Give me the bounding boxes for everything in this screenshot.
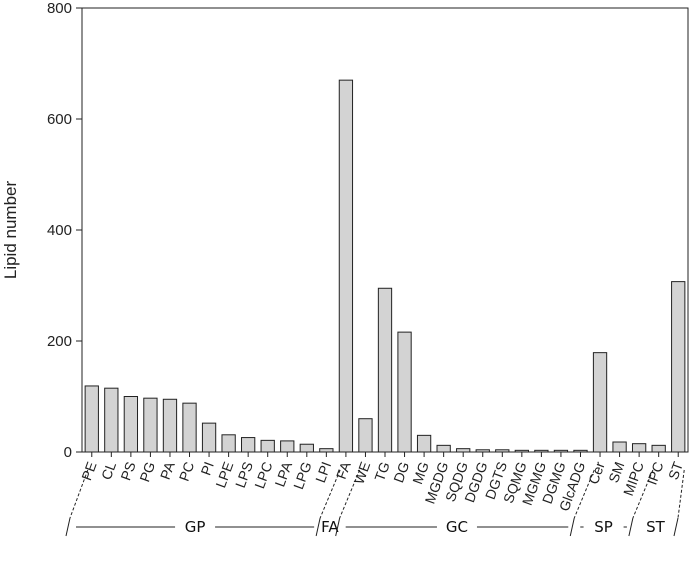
x-label-lpg: LPG (290, 460, 315, 492)
bar-dgts (495, 449, 510, 453)
x-label-lpi: LPI (312, 460, 334, 485)
bar-glcadg (573, 449, 588, 453)
y-axis-ticks: 0 200 400 600 800 (47, 0, 82, 461)
bar-sqmg (514, 449, 529, 453)
bar-tg (377, 287, 393, 453)
bar-mg (416, 434, 432, 453)
bar-mgmg (534, 449, 549, 453)
group-separator-dashed (632, 469, 654, 519)
y-tick-label: 200 (47, 333, 72, 350)
group-separator-dashed (677, 469, 685, 519)
bar-ps (123, 396, 139, 453)
group-separator-solid (628, 517, 634, 537)
y-tick-label: 600 (47, 111, 72, 128)
x-label-pe: PE (78, 460, 99, 483)
bar-st (671, 281, 686, 453)
x-label-pi: PI (197, 460, 217, 478)
group-separator-dashed (339, 469, 361, 519)
x-label-st: ST (665, 459, 686, 482)
group-label-gp: GP (185, 518, 206, 536)
bar-cer (592, 352, 608, 453)
bar-cl (104, 387, 119, 453)
bar-dg (397, 331, 412, 453)
bar-pg (143, 397, 158, 453)
bar-we (358, 418, 373, 453)
bar-ipc (651, 444, 666, 453)
bar-lpe (221, 434, 236, 453)
x-label-cl: CL (98, 459, 119, 481)
x-label-ps: PS (117, 460, 138, 483)
group-label-fa: FA (321, 518, 339, 536)
x-label-dg: DG (390, 460, 412, 485)
y-axis-title: Lipid number (1, 181, 20, 280)
x-label-lpc: LPC (251, 460, 275, 491)
x-label-sm: SM (605, 460, 627, 485)
bars-layer (84, 79, 686, 453)
x-label-we: WE (351, 460, 374, 487)
bar-lpi (319, 448, 334, 453)
x-label-tg: TG (371, 460, 393, 484)
y-tick-label: 800 (47, 0, 72, 17)
bar-pa (162, 398, 178, 453)
bar-lpc (260, 439, 275, 453)
bar-mipc (631, 443, 647, 453)
x-label-mg: MG (409, 460, 432, 487)
x-label-cer: Cer (585, 459, 608, 486)
bar-lpa (280, 440, 295, 453)
x-label-pc: PC (176, 460, 198, 484)
bar-pe (84, 385, 99, 453)
group-separator-dashed (69, 469, 89, 519)
bar-pc (182, 402, 197, 453)
y-tick-label: 0 (64, 444, 72, 461)
group-separator-dashed (573, 469, 595, 519)
group-label-st: ST (646, 518, 666, 536)
bar-dgmg (553, 449, 569, 453)
y-tick-label: 400 (47, 222, 72, 239)
group-separator-solid (335, 517, 341, 537)
bar-dgdg (475, 449, 490, 453)
group-separator-solid (65, 517, 71, 537)
bar-lps (241, 437, 256, 453)
bar-mgdg (436, 444, 451, 453)
bar-fa (338, 79, 354, 453)
bar-lpg (299, 443, 314, 453)
group-separator-solid (569, 517, 575, 537)
bar-sqdg (456, 448, 471, 453)
category-groups: GP FA GC SP ST (65, 469, 685, 537)
x-label-pg: PG (136, 460, 158, 484)
group-separator-dashed (319, 469, 341, 519)
group-separator-solid (673, 517, 679, 537)
bar-pi (201, 422, 217, 453)
x-label-ipc: IPC (644, 460, 667, 487)
bar-sm (612, 441, 627, 453)
x-label-pa: PA (157, 459, 178, 482)
group-label-sp: SP (594, 518, 613, 536)
group-separator-solid (315, 517, 321, 537)
group-label-gc: GC (446, 518, 468, 536)
